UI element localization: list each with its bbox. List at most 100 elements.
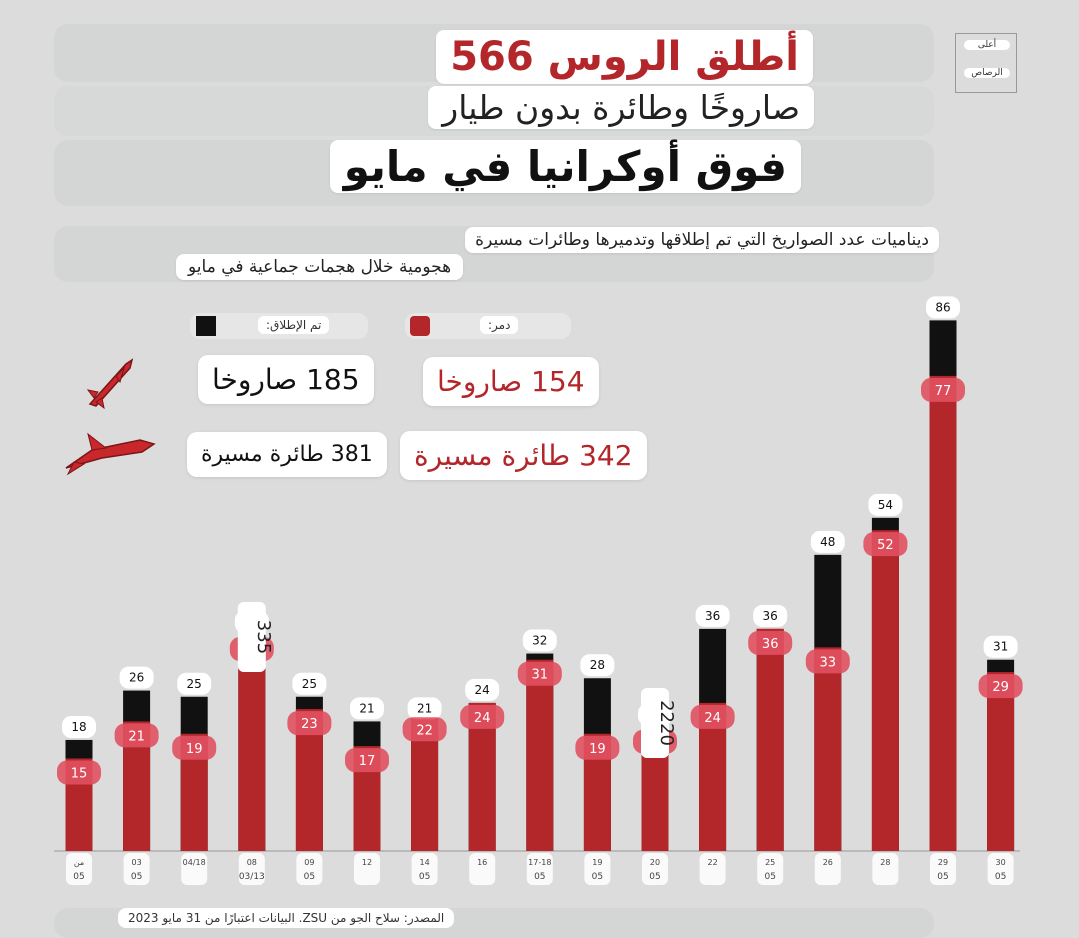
launched-label-pill (926, 296, 960, 319)
destroyed-label-pill (575, 735, 620, 760)
category-label: 17-18 (528, 858, 551, 867)
bar-destroyed (871, 530, 899, 851)
destroyed-label: 77 (935, 384, 952, 399)
destroyed-label: 23 (301, 717, 318, 732)
category-label-sub: 05 (764, 872, 775, 882)
legend-destroyed-swatch (410, 316, 430, 336)
stat-missiles-launched: 185 صاروخا (198, 355, 374, 404)
launched-label-pill (983, 635, 1018, 658)
destroyed-label: 52 (877, 538, 894, 553)
destroyed-label-pill (748, 630, 793, 655)
launched-label: 25 (302, 677, 317, 691)
category-label-pill (757, 853, 784, 885)
launched-label-pill (177, 672, 212, 695)
category-label-pill (66, 853, 92, 885)
category-label-pill (699, 853, 726, 885)
launched-label: 18 (71, 720, 86, 734)
category-label-sub: 05 (649, 872, 660, 882)
launched-label: 86 (935, 300, 950, 314)
launched-label-pill (695, 604, 730, 627)
destroyed-label: 33 (820, 655, 837, 670)
launched-label: 48 (820, 535, 835, 549)
category-label: 16 (477, 858, 487, 867)
destroyed-label-pill (287, 711, 332, 736)
category-label-pill (584, 853, 611, 885)
legend-launched-swatch (196, 316, 216, 336)
destroyed-label-pill (114, 723, 159, 748)
destroyed-label: 19 (589, 742, 606, 757)
launched-label: 28 (590, 658, 605, 672)
destroyed-label: 17 (359, 754, 376, 769)
stat-drones-launched: 381 طائرة مسيرة (187, 432, 387, 477)
category-label: 25 (765, 858, 775, 867)
category-label-sub: 05 (304, 872, 315, 882)
destroyed-label-pill (402, 717, 447, 742)
category-label: 26 (823, 858, 833, 867)
category-label-sub: 05 (131, 872, 142, 882)
category-label: 30 (996, 858, 1006, 867)
launched-label: 21 (359, 701, 374, 715)
category-label: 08 (247, 858, 257, 867)
launched-label-pill (753, 604, 788, 627)
category-label: 04/18 (183, 858, 206, 867)
bar-annotation-pill (641, 688, 669, 758)
logo-line-1: أعلى (964, 40, 1010, 50)
stat-drones-destroyed: 342 طائرة مسيرة (400, 431, 647, 480)
logo: أعلى الرصاص (955, 33, 1017, 93)
launched-label-pill (119, 666, 154, 689)
category-label-pill (296, 853, 323, 885)
category-label: 22 (708, 858, 718, 867)
category-label: 29 (938, 858, 948, 867)
destroyed-label-pill (345, 748, 389, 773)
launched-label: 54 (878, 498, 893, 512)
destroyed-label: 29 (992, 680, 1009, 695)
category-label-pill (354, 853, 380, 885)
category-label-pill (411, 853, 438, 885)
bar-destroyed (756, 628, 784, 851)
category-label: 28 (880, 858, 890, 867)
category-label: 03 (132, 858, 142, 867)
destroyed-label-pill (690, 704, 735, 729)
legend-launched-label: تم الإطلاق: (258, 316, 330, 334)
category-label-pill (930, 853, 956, 885)
destroyed-label: 31 (532, 668, 549, 683)
category-label-pill (123, 853, 150, 885)
bar-annotation-pill (237, 602, 266, 672)
category-label-pill (238, 853, 265, 885)
launched-label: 32 (532, 634, 547, 648)
launched-label-pill (580, 654, 615, 677)
stat-missiles-destroyed: 154 صاروخا (423, 357, 599, 406)
category-label: 12 (362, 858, 372, 867)
category-label-pill (642, 853, 668, 885)
category-label-pill (987, 853, 1014, 885)
category-label-pill (181, 853, 208, 885)
destroyed-label-pill (517, 661, 562, 686)
launched-label: 36 (763, 609, 778, 623)
destroyed-label-pill (805, 649, 850, 674)
category-label: من (74, 858, 84, 867)
launched-label-pill (350, 697, 384, 720)
launched-label-pill (292, 672, 327, 695)
category-label: 14 (420, 858, 430, 867)
category-label-sub: 05 (592, 872, 603, 882)
category-label-pill (469, 853, 496, 885)
legend-destroyed-label: دمر: (480, 316, 519, 334)
launched-label: 25 (187, 677, 202, 691)
launched-label-pill (522, 629, 557, 652)
launched-label: 31 (993, 640, 1008, 654)
launched-label: 24 (475, 683, 490, 697)
destroyed-label: 19 (186, 742, 203, 757)
title-line-3: فوق أوكرانيا في مايو (329, 140, 801, 193)
launched-label-pill (465, 678, 500, 701)
bar-annotation: 335 (253, 620, 274, 654)
launched-label-pill (62, 715, 96, 738)
category-label-pill (872, 853, 899, 885)
launched-label: 26 (129, 671, 144, 685)
category-label-sub: 03/13 (239, 872, 265, 882)
category-label-sub: 05 (937, 872, 948, 882)
title-line-1: أطلق الروس 566 (436, 30, 813, 84)
destroyed-label-pill (978, 674, 1023, 699)
category-label-pill (814, 853, 841, 885)
subtitle-line-2: هجومية خلال هجمات جماعية في مايو (176, 254, 464, 280)
